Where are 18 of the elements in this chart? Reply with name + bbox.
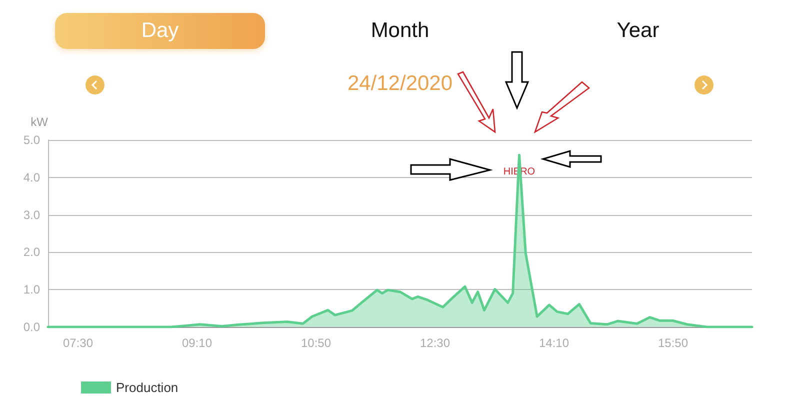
y-tick-label: 5.0: [23, 133, 40, 147]
x-tick-label: 07:30: [62, 336, 94, 350]
y-tick-label: 1.0: [23, 282, 40, 297]
chart-title: 24/12/2020: [346, 72, 454, 96]
x-tick-label: 09:10: [182, 336, 212, 350]
y-axis-title: kW: [30, 115, 49, 129]
x-tick-label: 12:30: [420, 336, 450, 350]
text: Day: [55, 13, 265, 49]
x-tick-label: 15:50: [658, 336, 688, 350]
y-tick-label: 4.0: [23, 170, 40, 184]
text: Month: [370, 18, 430, 44]
legend-label: Production: [116, 380, 178, 395]
y-tick-label: 0.0: [23, 320, 40, 334]
y-tick-label: 2.0: [23, 245, 40, 260]
text: Year: [616, 18, 660, 44]
y-tick-label: 3.0: [23, 208, 40, 222]
x-tick-label: 10:50: [300, 336, 332, 350]
x-tick-label: 14:10: [538, 336, 570, 350]
